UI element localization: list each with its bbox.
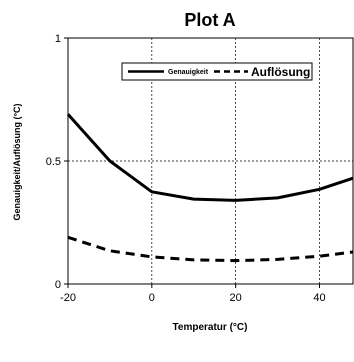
y-tick-label-2: 1 [55, 33, 61, 45]
x-tick-label-1: 0 [149, 292, 155, 304]
series-line-1 [67, 235, 354, 263]
y-tick-label-1: 0.5 [46, 156, 61, 168]
x-tick-label-3: 40 [313, 292, 325, 304]
chart-title: Plot A [184, 10, 235, 30]
legend: Genauigkeit Auflösung [121, 62, 313, 81]
legend-label-genauigkeit: Genauigkeit [168, 69, 209, 76]
series-line-0 [66, 113, 354, 202]
y-tick-label-0: 0 [55, 279, 61, 291]
x-axis-label: Temperatur (°C) [173, 322, 248, 333]
x-tick-label-2: 20 [230, 292, 242, 304]
legend-label-aufloesung: Auflösung [251, 65, 310, 79]
series-lines [66, 113, 354, 263]
x-tick-label-0: -20 [60, 292, 76, 304]
y-axis-label: Genauigkeit/Auflösung (°C) [12, 103, 22, 220]
